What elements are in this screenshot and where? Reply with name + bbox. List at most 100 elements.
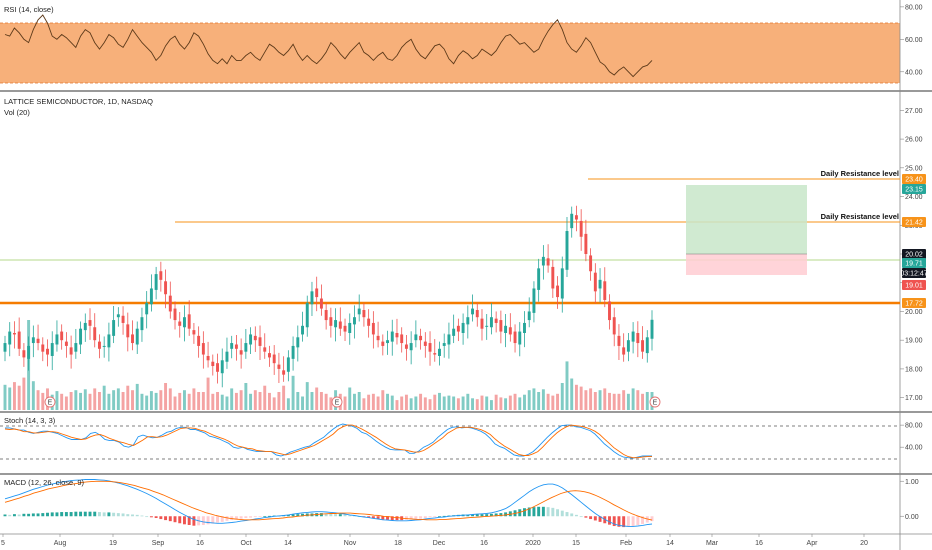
macd-histogram-bar <box>154 516 158 518</box>
signal-line <box>4 480 653 521</box>
volume-bar <box>400 396 404 410</box>
price-axis-label: 24.00 <box>905 194 923 201</box>
price-candle <box>178 321 182 326</box>
volume-bar <box>518 397 522 410</box>
volume-bar <box>206 377 210 410</box>
macd-histogram-bar <box>598 516 602 522</box>
volume-bar <box>466 393 470 410</box>
volume-bar <box>149 391 153 410</box>
macd-histogram-bar <box>343 514 347 517</box>
macd-histogram-bar <box>527 507 531 517</box>
volume-bar <box>69 392 73 410</box>
volume-bar <box>404 394 408 410</box>
price-candle <box>419 335 423 341</box>
price-candle <box>83 322 87 331</box>
macd-histogram-bar <box>556 509 560 517</box>
volume-bar <box>636 390 640 410</box>
price-candle <box>433 353 437 355</box>
price-candle <box>305 302 309 328</box>
time-axis-label: Apr <box>807 540 819 547</box>
macd-histogram-bar <box>409 516 413 520</box>
macd-histogram-bar <box>239 516 243 519</box>
earnings-marker[interactable] <box>649 396 661 408</box>
stoch-axis-label: 80.00 <box>905 423 923 430</box>
price-candle <box>523 322 526 333</box>
price-candle <box>140 317 144 331</box>
price-candle <box>3 343 7 352</box>
macd-histogram-bar <box>93 511 97 517</box>
volume-bar <box>192 388 196 410</box>
volume-bar <box>282 385 286 410</box>
price-candle <box>263 347 267 352</box>
macd-histogram-bar <box>206 516 210 525</box>
volume-bar <box>475 399 479 410</box>
earnings-marker[interactable] <box>44 396 56 408</box>
price-candle <box>404 344 408 349</box>
macd-histogram-bar <box>570 513 574 517</box>
price-candle <box>598 279 602 289</box>
volume-bar <box>367 394 371 410</box>
volume-bar <box>178 392 182 410</box>
rsi-axis-label: 40.00 <box>905 69 923 76</box>
macd-histogram-bar <box>164 516 168 521</box>
price-candle <box>608 301 611 321</box>
price-candle <box>249 334 253 345</box>
position-target-zone[interactable] <box>686 185 807 254</box>
volume-bar <box>471 398 475 410</box>
macd-histogram-bar <box>201 516 205 525</box>
price-candle <box>334 320 338 328</box>
time-axis-label: Oct <box>241 540 252 547</box>
price-candle <box>310 291 314 305</box>
price-candle <box>584 233 588 254</box>
price-candle <box>556 285 560 298</box>
volume-bar <box>79 392 83 410</box>
macd-histogram-bar <box>636 516 640 525</box>
rsi-pane <box>4 14 653 78</box>
position-stop-zone[interactable] <box>686 254 807 275</box>
macd-histogram-bar <box>433 516 437 518</box>
macd-histogram-bar <box>253 516 257 518</box>
volume-bar <box>376 396 380 410</box>
macd-histogram-bar <box>480 514 484 517</box>
price-candle <box>291 345 295 359</box>
price-badge <box>902 258 926 268</box>
time-axis-label: Mar <box>706 540 719 547</box>
price-axis-label: 18.00 <box>905 366 923 373</box>
price-candle <box>211 361 215 367</box>
price-candle <box>390 331 394 342</box>
price-candle <box>532 288 536 313</box>
volume-bar <box>513 393 517 410</box>
price-candle <box>64 341 68 346</box>
volume-bar <box>551 395 555 410</box>
macd-histogram-bar <box>50 512 54 517</box>
macd-histogram-bar <box>8 514 12 517</box>
earnings-marker[interactable] <box>331 396 343 408</box>
macd-histogram-bar <box>348 515 352 517</box>
price-candle <box>343 325 347 332</box>
price-candle <box>41 344 45 352</box>
volume-bar <box>593 392 597 410</box>
volume-bar <box>390 395 394 410</box>
volume-bar <box>17 385 21 410</box>
price-candle <box>504 325 508 333</box>
price-candle <box>541 256 545 266</box>
macd-histogram-bar <box>22 513 26 517</box>
stoch-axis-label: 40.00 <box>905 445 923 452</box>
price-badge <box>902 174 926 184</box>
price-candle <box>527 311 531 321</box>
volume-bar <box>485 396 489 410</box>
price-badge-value: 17.72 <box>905 301 923 308</box>
price-badge-value: 23.15 <box>905 187 923 194</box>
macd-histogram-bar <box>428 516 432 518</box>
volume-bar <box>277 392 281 410</box>
volume-bar <box>574 384 578 410</box>
volume-bar <box>41 392 45 410</box>
macd-histogram-bar <box>220 516 224 522</box>
volume-bar <box>537 392 541 410</box>
volume-bar <box>97 392 101 410</box>
price-badge <box>902 298 926 308</box>
volume-bar <box>168 388 172 410</box>
macd-histogram-bar <box>41 513 45 517</box>
price-candle <box>135 328 139 345</box>
price-candle <box>645 337 649 354</box>
